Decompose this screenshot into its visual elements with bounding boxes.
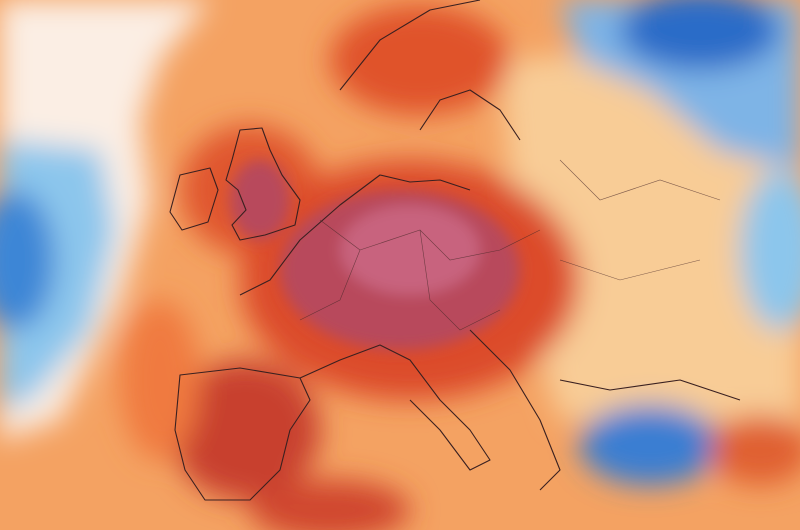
cold-turkey <box>580 405 720 485</box>
great-britain <box>225 127 301 241</box>
country-borders <box>299 159 721 331</box>
ireland <box>169 167 219 231</box>
cold-core-ne <box>620 0 780 70</box>
italy <box>299 344 491 471</box>
warm-levant <box>710 415 800 485</box>
hot-england <box>230 160 290 240</box>
warm-africa <box>250 480 410 530</box>
warm-iberia <box>170 360 320 500</box>
balkans <box>469 329 741 491</box>
cold-core <box>0 190 55 330</box>
hot-core <box>230 160 520 350</box>
coastlines <box>169 0 741 501</box>
hot-peak <box>340 205 480 295</box>
north-coast <box>239 174 471 296</box>
iberia <box>174 367 311 501</box>
warm-scandinavia <box>330 5 510 115</box>
borders <box>299 159 721 331</box>
scandinavia <box>339 0 521 141</box>
cold-east <box>740 170 800 330</box>
warm-sea <box>120 300 200 460</box>
